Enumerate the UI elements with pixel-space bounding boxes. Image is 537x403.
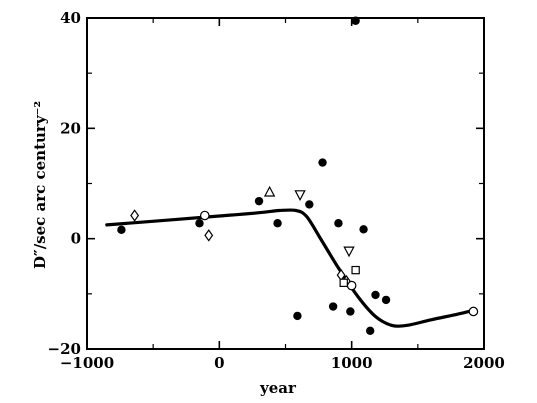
data-point-open-circle xyxy=(468,306,479,317)
x-tick-label: −1000 xyxy=(60,354,114,372)
data-point-filled-circle xyxy=(351,16,360,25)
data-point-filled-circle xyxy=(273,219,282,228)
y-tick-label: 0 xyxy=(71,230,81,248)
y-tick-label: −20 xyxy=(48,340,81,358)
data-point-open-triangle-down xyxy=(294,190,306,202)
data-point-open-triangle-down xyxy=(343,246,355,258)
y-tick-label: 40 xyxy=(60,9,81,27)
data-point-filled-circle xyxy=(365,326,375,335)
data-point-filled-circle xyxy=(117,225,126,235)
plot-border xyxy=(86,17,485,350)
data-point-open-diamond xyxy=(204,229,214,242)
plot-frame xyxy=(86,17,485,350)
data-point-filled-circle xyxy=(334,219,343,228)
fit-curve xyxy=(105,208,475,328)
y-tick-label: 20 xyxy=(60,119,81,137)
data-point-filled-circle xyxy=(346,307,355,316)
data-point-filled-circle xyxy=(359,225,368,234)
data-point-open-square xyxy=(339,278,348,288)
tick-labels: −1000 0 1000 2000 −20 0 20 40 xyxy=(48,9,505,372)
x-tick-label: 0 xyxy=(214,354,224,372)
y-axis-label: D″/sec arc century⁻² xyxy=(31,101,49,269)
data-point-open-triangle-up xyxy=(263,185,276,197)
data-point-open-diamond xyxy=(130,209,140,222)
data-point-open-circle xyxy=(199,210,210,221)
data-point-open-square xyxy=(351,265,360,275)
data-point-filled-circle xyxy=(254,196,264,206)
data-point-filled-circle xyxy=(328,302,338,311)
x-tick-label: 2000 xyxy=(463,354,505,372)
data-point-filled-circle xyxy=(305,200,314,209)
data-point-filled-circle xyxy=(381,295,391,305)
data-point-filled-circle xyxy=(195,219,204,228)
axis-ticks xyxy=(86,17,485,350)
x-tick-label: 1000 xyxy=(331,354,373,372)
data-point-filled-circle xyxy=(318,158,327,167)
data-point-filled-circle xyxy=(371,290,380,300)
data-point-filled-circle xyxy=(293,311,302,321)
data-points xyxy=(117,16,479,335)
x-axis-label: year xyxy=(259,379,297,397)
